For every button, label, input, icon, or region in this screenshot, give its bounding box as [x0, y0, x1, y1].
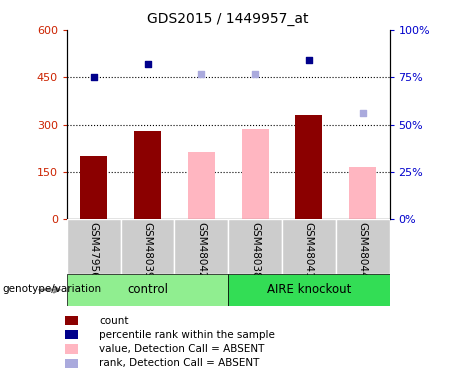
Point [359, 110, 366, 116]
Bar [349, 167, 376, 219]
Text: count: count [99, 316, 129, 326]
Bar [228, 274, 390, 306]
Bar [282, 219, 336, 274]
Point [251, 70, 259, 76]
Text: GSM48044: GSM48044 [358, 222, 368, 279]
Point [90, 74, 97, 80]
Text: value, Detection Call = ABSENT: value, Detection Call = ABSENT [99, 344, 265, 354]
Bar [134, 131, 161, 219]
Text: GSM48039: GSM48039 [142, 222, 153, 279]
Bar [80, 156, 107, 219]
Text: GSM48042: GSM48042 [196, 222, 207, 279]
Bar [188, 152, 215, 219]
Text: percentile rank within the sample: percentile rank within the sample [99, 330, 275, 340]
Text: genotype/variation: genotype/variation [2, 285, 101, 294]
Title: GDS2015 / 1449957_at: GDS2015 / 1449957_at [148, 12, 309, 26]
Point [144, 61, 151, 67]
Bar [121, 219, 174, 274]
Point [305, 57, 313, 63]
Bar [242, 129, 268, 219]
Text: control: control [127, 283, 168, 296]
Text: GSM48041: GSM48041 [304, 222, 314, 279]
Bar [228, 219, 282, 274]
Bar [336, 219, 390, 274]
Point [198, 70, 205, 76]
Text: AIRE knockout: AIRE knockout [266, 283, 351, 296]
Text: rank, Detection Call = ABSENT: rank, Detection Call = ABSENT [99, 358, 260, 368]
Bar [296, 115, 322, 219]
Text: GSM47956: GSM47956 [89, 222, 99, 279]
Bar [174, 219, 228, 274]
Text: GSM48038: GSM48038 [250, 222, 260, 279]
Bar [67, 274, 228, 306]
Bar [67, 219, 121, 274]
